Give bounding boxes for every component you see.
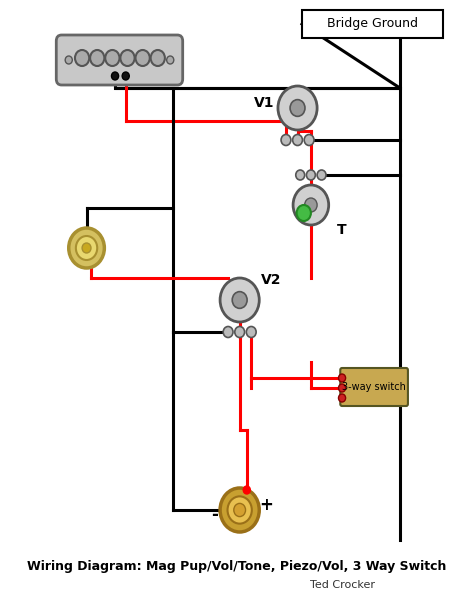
Text: Ted Crocker: Ted Crocker — [310, 580, 374, 590]
Circle shape — [278, 86, 317, 130]
Circle shape — [120, 50, 135, 66]
Circle shape — [306, 170, 315, 180]
Text: V2: V2 — [261, 273, 281, 287]
Circle shape — [75, 50, 89, 66]
Circle shape — [296, 170, 305, 180]
Circle shape — [338, 374, 346, 382]
Text: V1: V1 — [254, 96, 274, 110]
Circle shape — [223, 326, 233, 337]
Circle shape — [246, 326, 256, 337]
Circle shape — [293, 185, 328, 225]
Bar — [302, 10, 443, 38]
Circle shape — [105, 50, 119, 66]
Circle shape — [136, 50, 150, 66]
Circle shape — [243, 486, 250, 494]
Text: -: - — [211, 506, 218, 524]
Text: 3-way switch: 3-way switch — [342, 382, 406, 392]
Circle shape — [292, 135, 302, 146]
Circle shape — [122, 72, 129, 80]
Circle shape — [317, 170, 326, 180]
Circle shape — [297, 205, 311, 221]
Text: +: + — [259, 496, 273, 514]
Circle shape — [111, 72, 118, 80]
Circle shape — [338, 394, 346, 402]
Circle shape — [235, 326, 245, 337]
Circle shape — [76, 236, 97, 260]
Circle shape — [151, 50, 165, 66]
Text: Wiring Diagram: Mag Pup/Vol/Tone, Piezo/Vol, 3 Way Switch: Wiring Diagram: Mag Pup/Vol/Tone, Piezo/… — [27, 560, 447, 573]
Circle shape — [82, 243, 91, 253]
Text: Bridge Ground: Bridge Ground — [327, 17, 418, 31]
Circle shape — [220, 488, 259, 532]
Circle shape — [90, 50, 104, 66]
Circle shape — [304, 135, 314, 146]
Circle shape — [167, 56, 174, 64]
Circle shape — [65, 56, 73, 64]
Circle shape — [338, 384, 346, 392]
Text: T: T — [337, 223, 347, 237]
Circle shape — [232, 292, 247, 308]
Circle shape — [281, 135, 291, 146]
Circle shape — [305, 198, 317, 212]
Circle shape — [69, 228, 104, 268]
Circle shape — [234, 503, 246, 516]
Circle shape — [228, 497, 252, 524]
FancyBboxPatch shape — [340, 368, 408, 406]
Circle shape — [290, 99, 305, 116]
Circle shape — [220, 278, 259, 322]
FancyBboxPatch shape — [56, 35, 182, 85]
